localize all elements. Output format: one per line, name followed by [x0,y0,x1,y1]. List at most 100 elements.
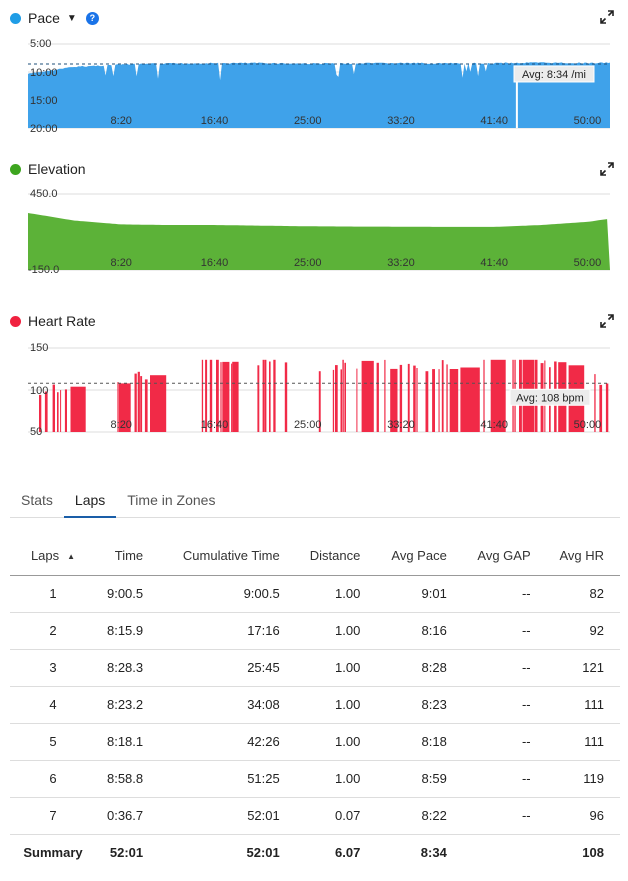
cell-avg-gap: -- [462,612,547,650]
heart-rate-bar [262,359,264,432]
x-tick-label: 16:40 [201,419,229,431]
y-tick-label: 450.0 [30,188,58,200]
cell-cumulative-time: 25:45 [159,649,296,687]
heart-rate-bar [449,369,459,432]
heart-rate-bar [376,362,379,432]
expand-icon[interactable] [600,10,614,24]
y-tick-label: 150 [30,342,48,354]
heart-rate-bar [273,359,276,432]
elevation-chart-header: Elevation [10,159,86,179]
heart-rate-bar [332,369,335,432]
heart-rate-bar [335,365,338,432]
expand-icon[interactable] [600,314,614,328]
summary-row: Summary 52:01 52:01 6.07 8:34 108 [10,834,620,871]
elevation-area [28,213,610,270]
table-row[interactable]: 1 9:00.5 9:00.5 1.00 9:01 -- 82 [10,575,620,613]
heart-rate-bar [201,359,204,432]
heart-rate-bar [144,379,148,432]
chevron-down-icon[interactable]: ▼ [66,12,77,24]
heart-rate-bar [209,359,213,432]
pace-chart-header[interactable]: Pace ▼ ? [10,8,99,28]
heart-rate-bar [361,360,374,432]
cell-time: 8:15.9 [96,612,160,650]
heart-rate-bar [134,373,137,432]
cell-avg-pace: 8:16 [376,612,463,650]
cell-cumulative-time: 42:26 [159,723,296,761]
column-header-avg-hr[interactable]: Avg HR [546,537,620,576]
heart-rate-bar [222,361,230,432]
tab-time-in-zones[interactable]: Time in Zones [127,492,216,508]
pace-title: Pace [28,10,60,26]
table-row[interactable]: 4 8:23.2 34:08 1.00 8:23 -- 111 [10,686,620,724]
cell-lap: 4 [10,686,96,724]
heart-rate-bar [44,391,48,432]
column-header-time[interactable]: Time [96,537,160,576]
x-tick-label: 8:20 [111,419,132,431]
heart-rate-bar [231,363,233,432]
tab-laps[interactable]: Laps [63,484,117,518]
summary-cell-time: 52:01 [109,845,144,861]
cell-lap: 6 [10,760,96,798]
heart-rate-bar [605,383,609,432]
elevation-title: Elevation [28,161,86,177]
heart-rate-bar [60,390,62,432]
pace-plot[interactable]: Avg: 8:34 /mi 5:00 10:00 15:00 20:00 8:20 16:4… [0,36,628,136]
cell-avg-pace: 8:28 [376,649,463,687]
average-label: Avg: 8:34 /mi [522,69,586,81]
heart-rate-bar [216,359,219,432]
heart-rate-bar [64,389,67,432]
summary-cell-lap: Summary [23,845,83,861]
cell-lap: 7 [10,797,96,835]
heart-rate-bar [483,359,485,432]
table-row[interactable]: 5 8:18.1 42:26 1.00 8:18 -- 111 [10,723,620,761]
cell-avg-gap: -- [462,575,547,613]
cell-avg-gap: -- [462,797,547,835]
summary-cell-avg-pace: 8:34 [420,845,447,861]
elevation-legend-dot [10,163,21,175]
elevation-plot[interactable]: 450.0 -150.0 8:20 16:40 25:00 33:20 41:40 50:00 [0,186,628,278]
heart-rate-plot[interactable]: Avg: 108 bpm 150 100 50 8:20 16:40 25:00 33:20 4… [0,340,628,436]
x-tick-label: 50:00 [574,257,602,269]
cell-avg-hr: 111 [546,686,620,724]
table-row[interactable]: 2 8:15.9 17:16 1.00 8:16 -- 92 [10,612,620,650]
help-icon[interactable]: ? [85,11,99,25]
heart-rate-bar [39,394,42,432]
cell-avg-hr: 82 [546,575,620,613]
table-row[interactable]: 3 8:28.3 25:45 1.00 8:28 -- 121 [10,649,620,687]
cell-avg-gap: -- [462,760,547,798]
heart-rate-bar [438,369,440,432]
x-tick-label: 16:40 [201,257,229,269]
heart-rate-bar [340,369,342,432]
cell-cumulative-time: 51:25 [159,760,296,798]
heart-rate-bar [356,368,358,432]
column-header-avg-gap[interactable]: Avg GAP [462,537,547,576]
heart-rate-bar [413,365,416,432]
column-header-avg-pace[interactable]: Avg Pace [376,537,463,576]
heart-rate-chart: Heart Rate Avg: 108 bpm 150 100 50 8:20 16:40… [0,304,628,439]
heart-rate-bar [416,368,418,432]
y-tick-label: 100 [30,385,48,397]
x-tick-label: 33:20 [387,257,415,269]
x-tick-label: 8:20 [111,115,132,127]
tab-stats[interactable]: Stats [21,492,53,508]
pace-area [28,62,610,129]
summary-cell-distance: 6.07 [335,845,361,861]
heart-rate-bar [52,384,55,432]
expand-icon[interactable] [600,162,614,176]
column-header-distance[interactable]: Distance [295,537,377,576]
cell-cumulative-time: 17:16 [159,612,296,650]
x-tick-label: 50:00 [574,419,602,431]
cell-distance: 1.00 [295,649,377,687]
table-row[interactable]: 7 0:36.7 52:01 0.07 8:22 -- 96 [10,797,620,835]
x-tick-label: 41:40 [480,257,508,269]
x-tick-label: 8:20 [111,257,132,269]
heart-rate-bar [342,359,344,432]
cell-cumulative-time: 34:08 [159,686,296,724]
column-header-laps[interactable]: Laps ▲ [10,537,96,576]
table-row[interactable]: 6 8:58.8 51:25 1.00 8:59 -- 119 [10,760,620,798]
average-label: Avg: 108 bpm [516,392,584,404]
cell-avg-pace: 8:18 [376,723,463,761]
column-header-cumulative-time[interactable]: Cumulative Time [159,537,296,576]
heart-rate-bar [140,376,143,432]
y-tick-label: 50 [30,426,42,436]
